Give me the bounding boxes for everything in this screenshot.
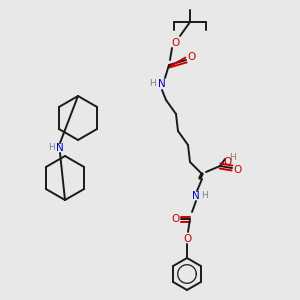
Text: N: N — [192, 191, 200, 201]
Text: O: O — [234, 165, 242, 175]
Text: O: O — [187, 52, 195, 62]
Text: O: O — [183, 234, 191, 244]
Text: O: O — [224, 157, 232, 167]
Text: O: O — [172, 214, 180, 224]
Text: H: H — [201, 191, 207, 200]
Text: N: N — [56, 143, 64, 153]
Text: O: O — [171, 38, 179, 48]
Text: H: H — [48, 143, 55, 152]
Text: H: H — [230, 154, 236, 163]
Text: N: N — [158, 79, 166, 89]
Text: H: H — [149, 80, 156, 88]
